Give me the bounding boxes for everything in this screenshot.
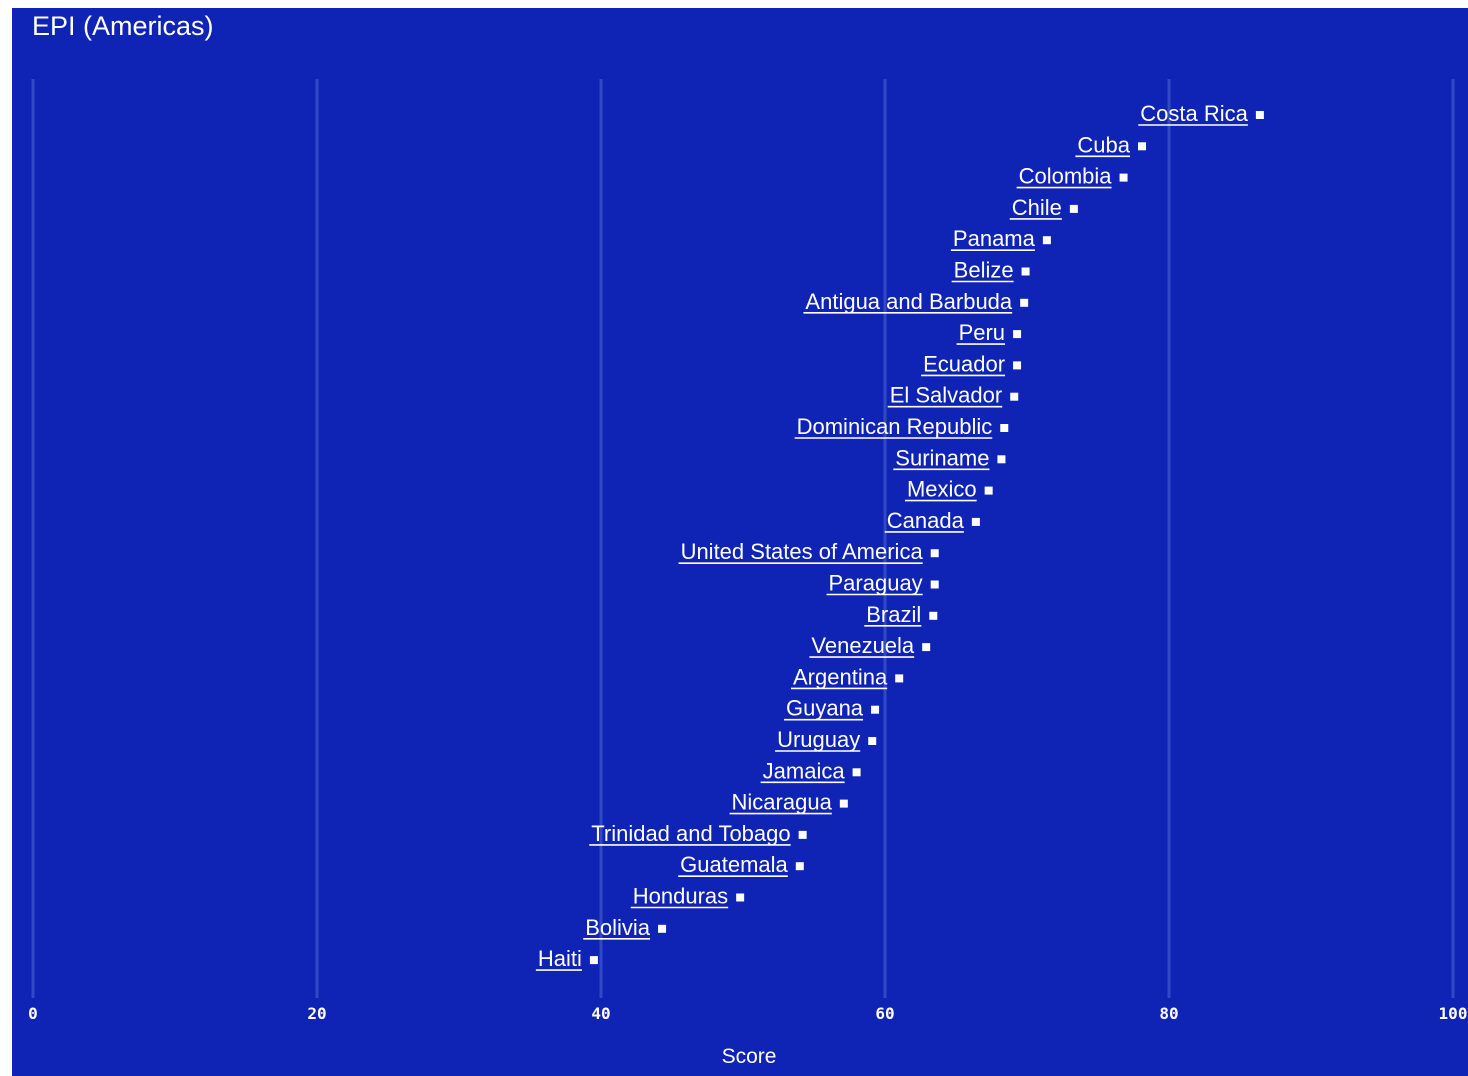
data-point-row: Argentina	[791, 664, 904, 689]
data-point-marker	[1021, 267, 1030, 276]
country-link[interactable]: El Salvador	[890, 383, 1003, 408]
chart-title: EPI (Americas)	[32, 11, 214, 41]
data-point-row: Bolivia	[583, 915, 667, 940]
data-point-marker	[984, 486, 993, 495]
country-link[interactable]: Cuba	[1077, 132, 1130, 157]
data-point-marker	[930, 580, 939, 589]
data-point-marker	[929, 611, 938, 620]
data-point-row: Belize	[951, 258, 1030, 283]
chart-panel: EPI (Americas) 0 20 40 60 80 100 Costa Rica Cu…	[12, 8, 1468, 1076]
country-link[interactable]: Guatemala	[680, 852, 788, 877]
x-tick-label: 20	[307, 1004, 326, 1023]
x-tick-label: 40	[591, 1004, 610, 1023]
country-link[interactable]: Brazil	[866, 602, 921, 627]
data-point-marker	[1013, 330, 1022, 339]
data-point-marker	[798, 830, 807, 839]
data-point-row: Ecuador	[921, 351, 1022, 376]
data-point-row: Dominican Republic	[794, 414, 1009, 439]
country-link[interactable]: Peru	[959, 320, 1005, 345]
data-point-marker	[1010, 392, 1019, 401]
country-link[interactable]: Jamaica	[763, 758, 846, 783]
country-link[interactable]: Trinidad and Tobago	[591, 821, 790, 846]
country-link[interactable]: Argentina	[793, 664, 888, 689]
data-point-row: Peru	[956, 320, 1022, 345]
data-point-row: Jamaica	[760, 758, 861, 783]
data-point-row: Cuba	[1075, 132, 1147, 157]
data-point-marker	[1013, 361, 1022, 370]
data-point-row: Haiti	[535, 946, 598, 971]
data-point-row: Costa Rica	[1138, 101, 1264, 126]
country-link[interactable]: Canada	[887, 508, 965, 533]
x-tick-label: 100	[1439, 1004, 1468, 1023]
data-point-row: Panama	[950, 226, 1051, 251]
country-link[interactable]: Uruguay	[777, 727, 860, 752]
data-point-marker	[1069, 204, 1078, 213]
data-point-row: Canada	[884, 508, 980, 533]
data-point-row: Guyana	[783, 696, 880, 721]
country-link[interactable]: Suriname	[895, 445, 989, 470]
country-link[interactable]: Panama	[953, 226, 1036, 251]
data-point-marker	[871, 705, 880, 714]
data-point-marker	[795, 862, 804, 871]
country-link[interactable]: Colombia	[1019, 164, 1113, 189]
data-point-marker	[1042, 236, 1051, 245]
country-link[interactable]: Paraguay	[829, 571, 923, 596]
scatter-plot: 0 20 40 60 80 100 Costa Rica Cuba Colombia Chile…	[28, 79, 1467, 1068]
data-point-marker	[736, 893, 745, 902]
country-link[interactable]: Nicaragua	[732, 790, 833, 815]
data-point-row: Nicaragua	[729, 790, 848, 815]
data-points: Costa Rica Cuba Colombia Chile Panama Belize A…	[535, 101, 1264, 971]
data-point-row: Trinidad and Tobago	[589, 821, 807, 846]
data-point-row: Chile	[1009, 195, 1078, 220]
data-point-row: Venezuela	[809, 633, 931, 658]
data-point-marker	[971, 517, 980, 526]
country-link[interactable]: United States of America	[681, 539, 924, 564]
data-point-row: Honduras	[630, 884, 745, 909]
data-point-row: Colombia	[1016, 164, 1128, 189]
x-axis-ticks: 0 20 40 60 80 100	[28, 1004, 1467, 1023]
country-link[interactable]: Belize	[954, 258, 1014, 283]
country-link[interactable]: Ecuador	[923, 351, 1005, 376]
data-point-marker	[1119, 173, 1128, 182]
data-point-marker	[1020, 298, 1029, 307]
data-point-row: El Salvador	[887, 383, 1019, 408]
data-point-marker	[589, 956, 598, 965]
x-axis-title: Score	[722, 1045, 777, 1068]
country-link[interactable]: Mexico	[907, 477, 977, 502]
country-link[interactable]: Bolivia	[585, 915, 651, 940]
data-point-row: Suriname	[893, 445, 1006, 470]
data-point-marker	[1138, 142, 1147, 151]
data-point-marker	[1255, 111, 1264, 119]
country-link[interactable]: Haiti	[538, 946, 582, 971]
country-link[interactable]: Venezuela	[811, 633, 915, 658]
country-link[interactable]: Guyana	[786, 696, 864, 721]
country-link[interactable]: Dominican Republic	[797, 414, 993, 439]
data-point-marker	[1000, 424, 1009, 432]
data-point-marker	[997, 455, 1006, 464]
data-point-marker	[868, 737, 877, 745]
data-point-marker	[852, 768, 861, 777]
country-link[interactable]: Honduras	[633, 884, 728, 909]
x-tick-label: 80	[1159, 1004, 1178, 1023]
data-point-row: Paraguay	[826, 571, 939, 596]
country-link[interactable]: Costa Rica	[1140, 101, 1248, 126]
data-point-marker	[839, 799, 848, 808]
country-link[interactable]: Chile	[1012, 195, 1062, 220]
data-point-row: United States of America	[678, 539, 939, 564]
x-tick-label: 60	[875, 1004, 894, 1023]
data-point-row: Uruguay	[775, 727, 877, 752]
data-point-marker	[658, 924, 667, 933]
country-link[interactable]: Antigua and Barbuda	[805, 289, 1012, 314]
data-point-row: Brazil	[864, 602, 938, 627]
data-point-marker	[922, 643, 931, 652]
data-point-row: Mexico	[904, 477, 993, 502]
data-point-row: Guatemala	[678, 852, 804, 877]
data-point-marker	[930, 549, 939, 558]
data-point-marker	[895, 674, 904, 683]
gridlines	[31, 79, 1455, 998]
data-point-row: Antigua and Barbuda	[803, 289, 1029, 314]
x-tick-label: 0	[28, 1004, 38, 1023]
